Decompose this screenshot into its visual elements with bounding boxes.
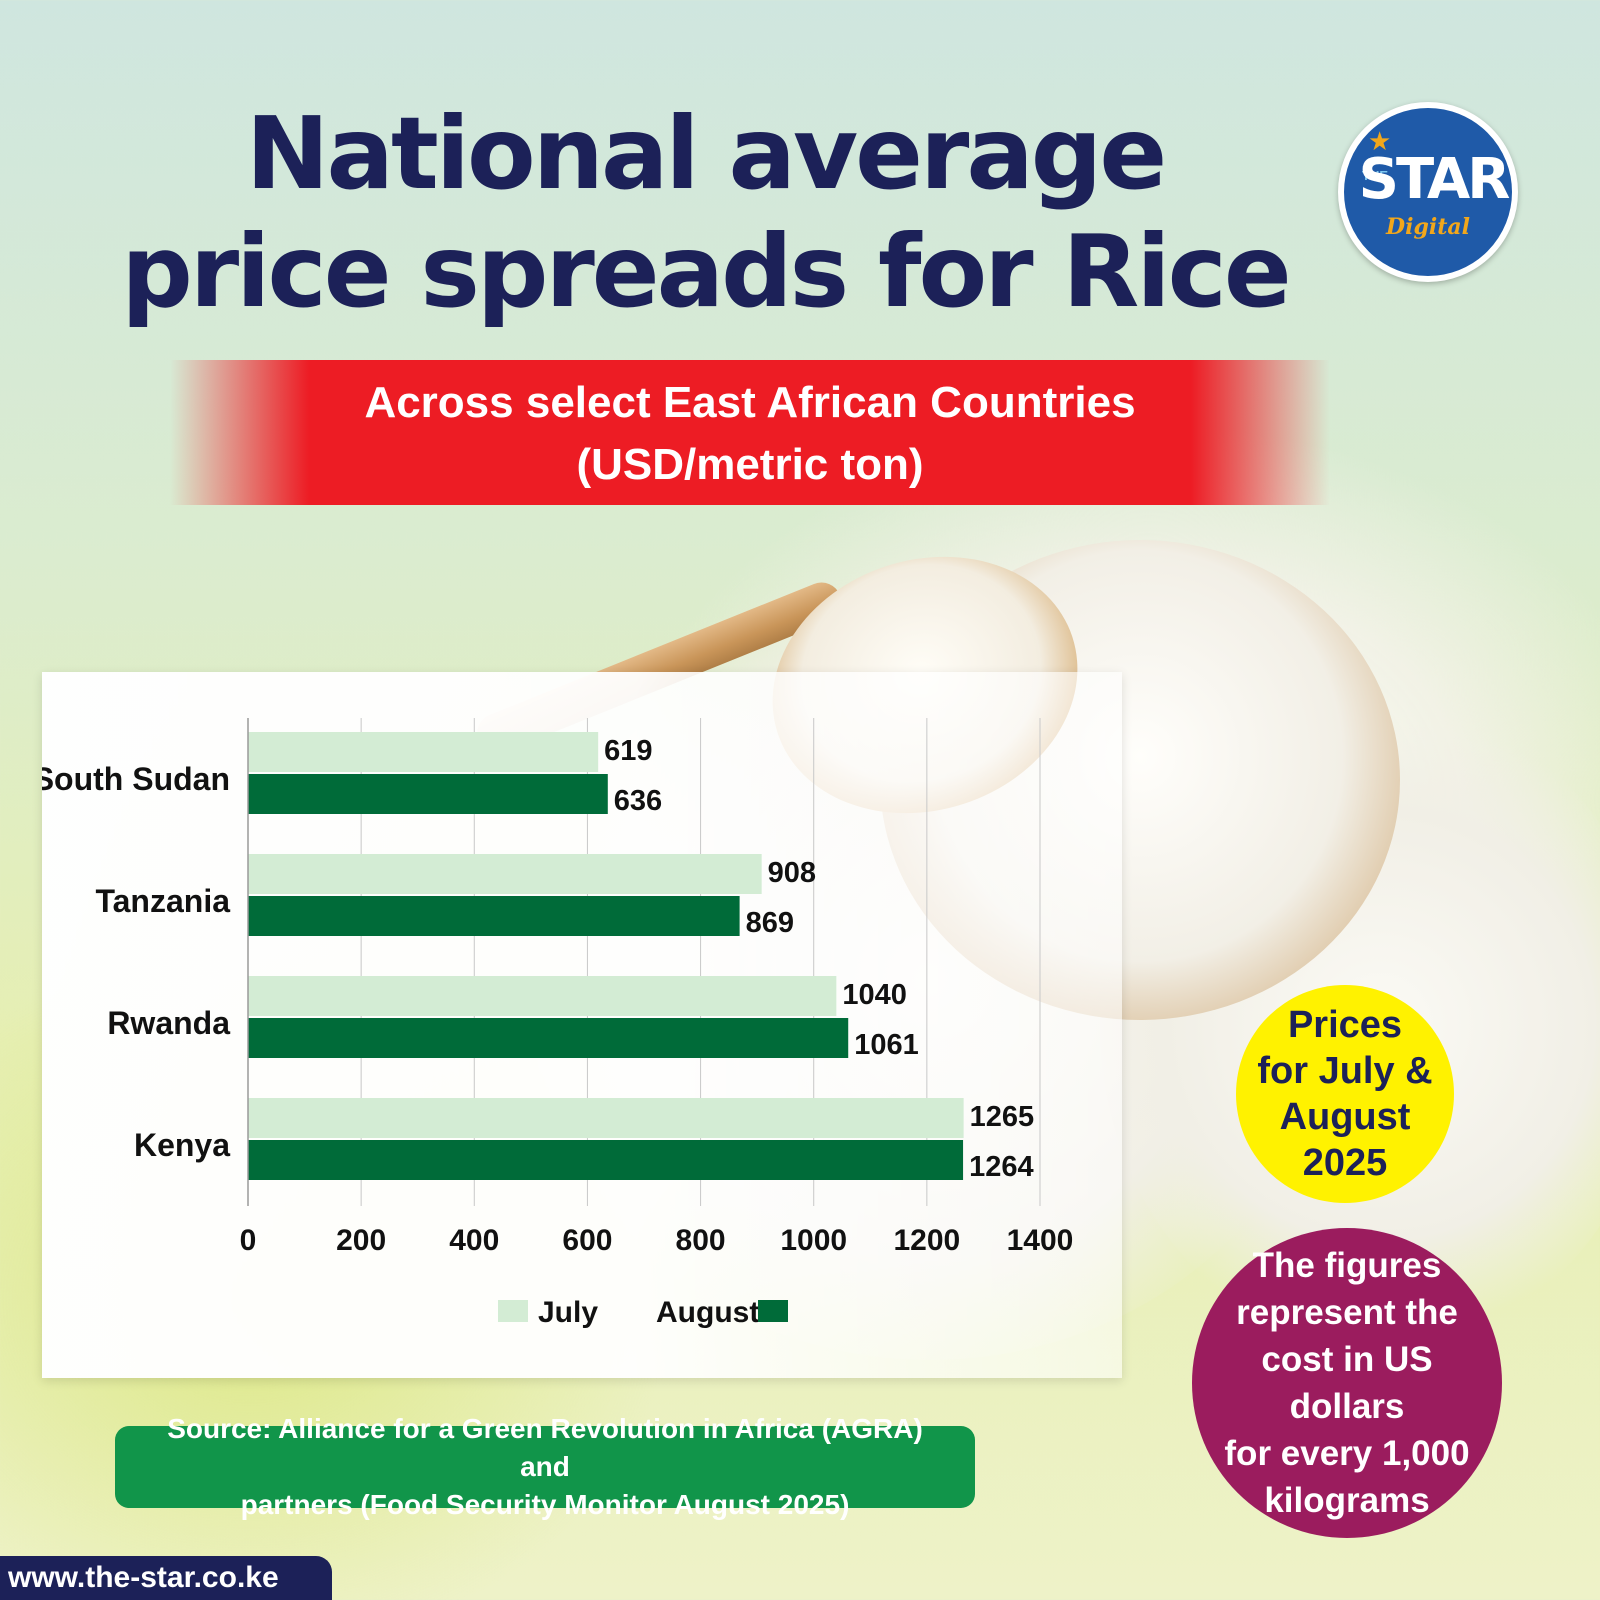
data-label: 1264	[969, 1151, 1034, 1183]
data-label: 619	[604, 735, 652, 767]
period-line-4: 2025	[1302, 1142, 1388, 1184]
star-logo: ★ THE STAR Digital	[1338, 102, 1518, 282]
x-tick-label: 200	[336, 1224, 386, 1257]
x-tick-label: 800	[676, 1224, 726, 1257]
data-label: 869	[746, 907, 794, 939]
data-label: 636	[614, 785, 662, 817]
data-label: 1061	[854, 1029, 919, 1061]
units-line-2: represent the	[1236, 1293, 1458, 1332]
logo-sub: Digital	[1386, 214, 1470, 240]
period-line-3: August	[1279, 1096, 1411, 1138]
category-label: Rwanda	[107, 1005, 230, 1041]
x-tick-label: 0	[240, 1224, 257, 1257]
x-tick-label: 1000	[780, 1224, 847, 1257]
subtitle-line-2: (USD/metric ton)	[576, 440, 924, 489]
website-link[interactable]: www.the-star.co.ke	[0, 1556, 332, 1600]
x-tick-label: 1400	[1007, 1224, 1074, 1257]
title-line-2: price spreads for Rice	[121, 213, 1291, 330]
period-line-1: Prices	[1287, 1004, 1403, 1046]
star-icon: ★	[1368, 126, 1392, 156]
period-badge: Prices for July & August 2025	[1236, 985, 1454, 1203]
logo-the: THE	[1362, 168, 1388, 183]
source-line-1: Source: Alliance for a Green Revolution …	[167, 1413, 923, 1482]
title-line-1: National average	[245, 95, 1167, 212]
bar-july	[248, 976, 837, 1016]
x-tick-label: 1200	[893, 1224, 960, 1257]
subtitle: Across select East African Countries (US…	[170, 372, 1330, 496]
category-label: Tanzania	[95, 883, 230, 919]
bar-august	[248, 1018, 849, 1058]
subtitle-band	[170, 360, 1330, 505]
page-title: National average price spreads for Rice	[0, 95, 1410, 331]
bar-july	[248, 854, 762, 894]
category-label: South Sudan	[42, 761, 230, 797]
bar-july	[248, 732, 599, 772]
legend-label-july: July	[538, 1296, 598, 1329]
units-line-5: kilograms	[1264, 1481, 1430, 1520]
bar-july	[248, 1098, 964, 1138]
period-line-2: for July &	[1257, 1050, 1433, 1092]
chart-card: 0 200 400 600 800 1000 1200 1400 South Sudan 619 6…	[42, 672, 1122, 1378]
units-line-3: cost in US dollars	[1261, 1340, 1433, 1426]
units-note: The figures represent the cost in US dol…	[1192, 1228, 1502, 1538]
units-line-1: The figures	[1252, 1246, 1442, 1285]
source-line-2: partners (Food Security Monitor August 2…	[240, 1489, 850, 1520]
x-tick-label: 600	[562, 1224, 612, 1257]
x-tick-label: 400	[449, 1224, 499, 1257]
data-label: 908	[768, 857, 816, 889]
data-label: 1265	[970, 1101, 1035, 1133]
logo-main: STAR	[1358, 147, 1511, 212]
units-line-4: for every 1,000	[1224, 1434, 1470, 1473]
bar-august	[248, 896, 740, 936]
bar-august	[248, 774, 608, 814]
legend-swatch-august	[758, 1300, 788, 1322]
bar-chart: 0 200 400 600 800 1000 1200 1400 South Sudan 619 6…	[42, 718, 1074, 1329]
data-label: 1040	[842, 979, 907, 1011]
legend-swatch-july	[498, 1300, 528, 1322]
bar-august	[248, 1140, 964, 1180]
source-note: Source: Alliance for a Green Revolution …	[115, 1413, 975, 1520]
category-label: Kenya	[134, 1127, 230, 1163]
legend-label-august: August	[656, 1296, 759, 1329]
subtitle-line-1: Across select East African Countries	[364, 378, 1136, 427]
